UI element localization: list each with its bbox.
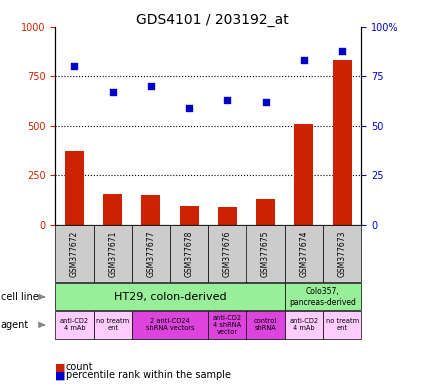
Bar — [218, 207, 237, 225]
Text: cell line: cell line — [1, 292, 39, 302]
Text: GSM377675: GSM377675 — [261, 230, 270, 277]
Bar — [294, 124, 313, 225]
Text: ■: ■ — [55, 370, 66, 380]
Point — [109, 89, 116, 95]
Point — [71, 63, 78, 70]
Point — [300, 58, 307, 64]
Text: anti-CD2
4 mAb: anti-CD2 4 mAb — [60, 318, 89, 331]
Bar — [179, 206, 198, 225]
Point — [186, 105, 193, 111]
Text: no treatm
ent: no treatm ent — [96, 318, 129, 331]
Text: GSM377677: GSM377677 — [146, 230, 156, 277]
Text: GDS4101 / 203192_at: GDS4101 / 203192_at — [136, 13, 289, 27]
Text: anti-CD2
4 shRNA
vector: anti-CD2 4 shRNA vector — [213, 315, 242, 335]
Bar — [141, 195, 160, 225]
Text: anti-CD2
4 mAb: anti-CD2 4 mAb — [289, 318, 318, 331]
Text: GSM377673: GSM377673 — [337, 230, 347, 277]
Bar — [65, 151, 84, 225]
Point — [262, 99, 269, 105]
Bar — [256, 199, 275, 225]
Text: GSM377678: GSM377678 — [184, 231, 194, 277]
Text: GSM377676: GSM377676 — [223, 230, 232, 277]
Text: agent: agent — [1, 320, 29, 330]
Point — [224, 97, 231, 103]
Text: ■: ■ — [55, 362, 66, 372]
Point — [147, 83, 154, 89]
Text: Colo357,
pancreas-derived: Colo357, pancreas-derived — [289, 287, 357, 306]
Text: percentile rank within the sample: percentile rank within the sample — [66, 370, 231, 380]
Text: control
shRNA: control shRNA — [254, 318, 277, 331]
Text: GSM377674: GSM377674 — [299, 230, 309, 277]
Text: GSM377672: GSM377672 — [70, 231, 79, 277]
Text: no treatm
ent: no treatm ent — [326, 318, 359, 331]
Bar — [332, 61, 351, 225]
Text: GSM377671: GSM377671 — [108, 231, 117, 277]
Text: HT29, colon-derived: HT29, colon-derived — [113, 292, 226, 302]
Text: 2 anti-CD24
shRNA vectors: 2 anti-CD24 shRNA vectors — [146, 318, 194, 331]
Point — [339, 48, 346, 54]
Bar — [103, 194, 122, 225]
Text: count: count — [66, 362, 94, 372]
